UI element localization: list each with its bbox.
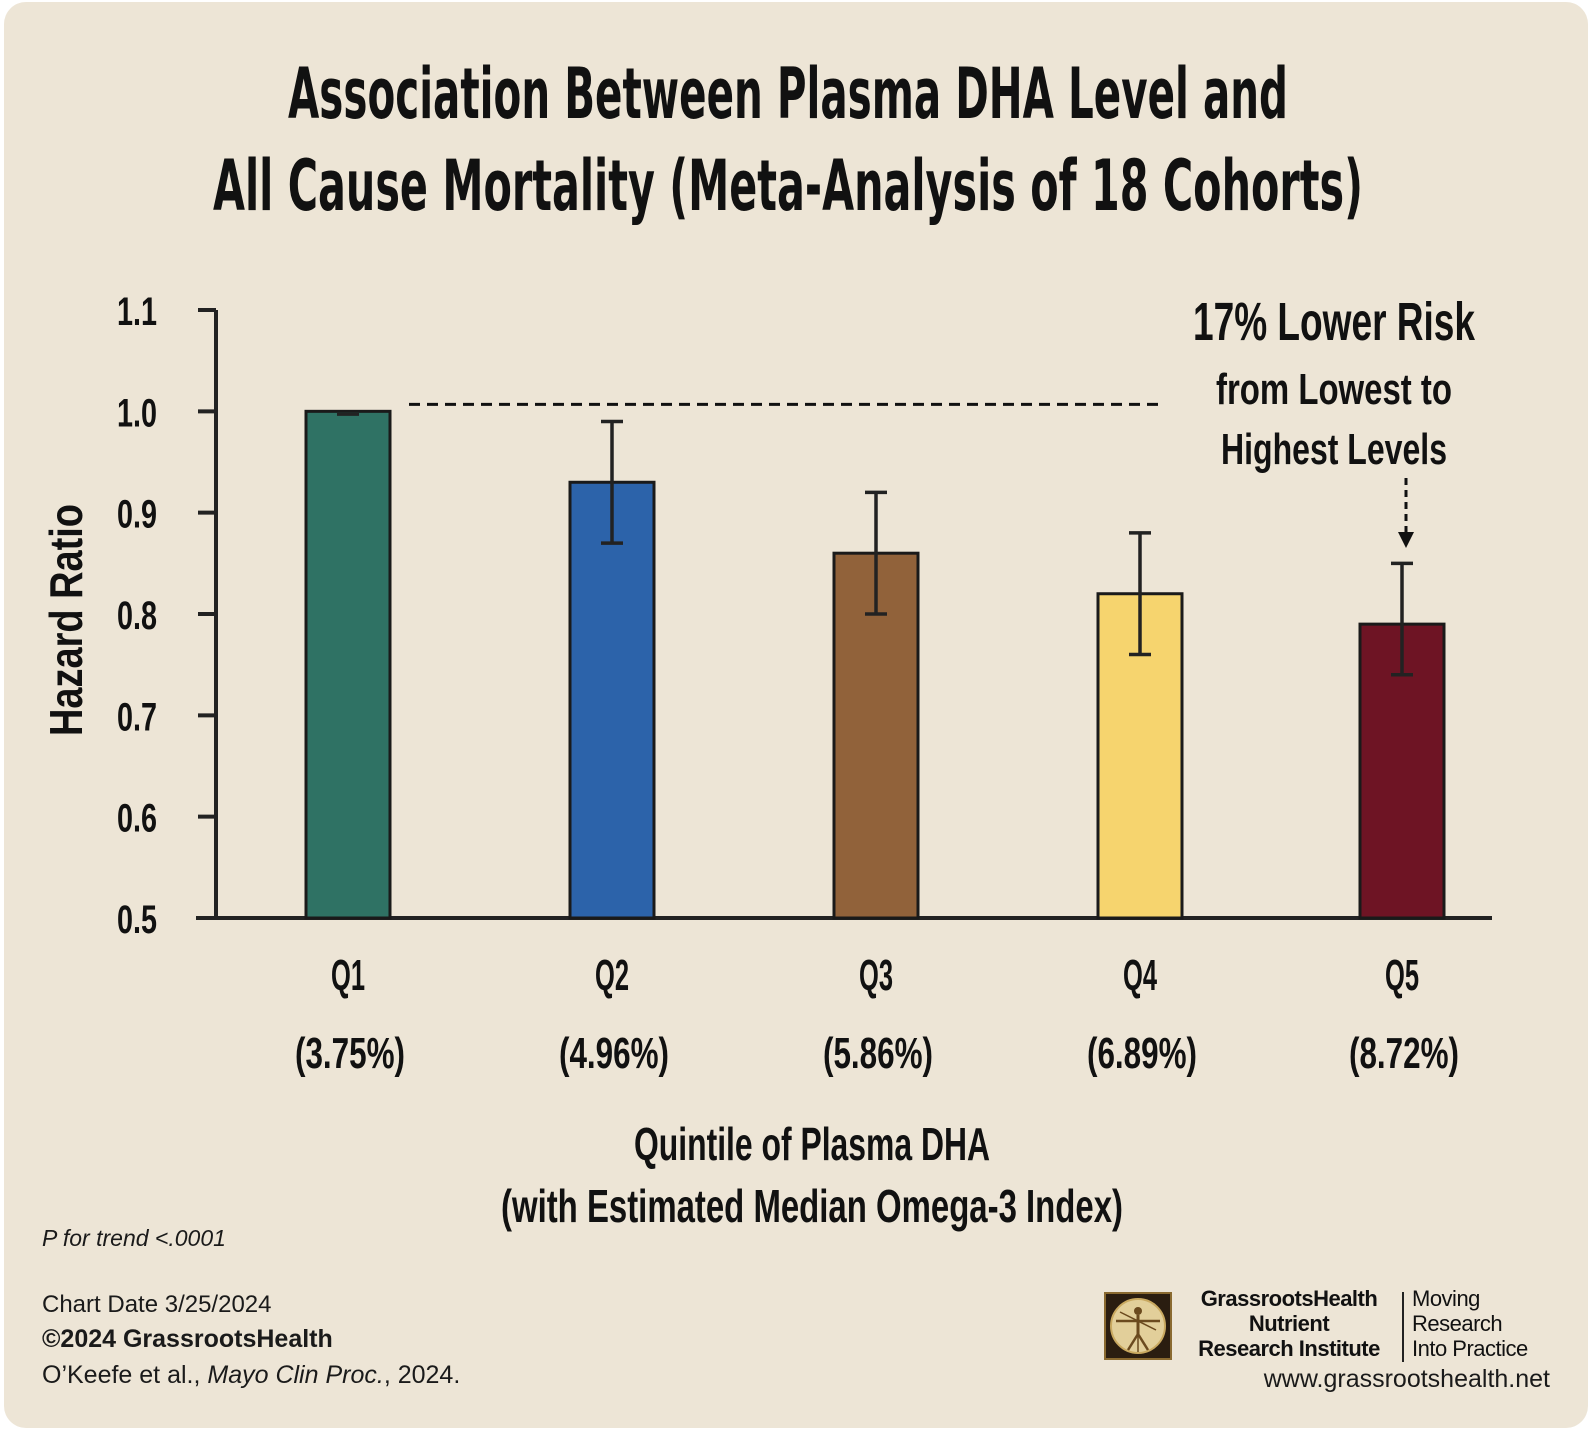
logo-name: GrassrootsHealth Nutrient Research Insti…	[1184, 1286, 1394, 1361]
y-tick-label: 0.5	[117, 898, 157, 942]
citation: O’Keefe et al., Mayo Clin Proc., 2024.	[42, 1361, 460, 1390]
y-tick-label: 0.9	[117, 493, 157, 537]
logo-line-2: Nutrient	[1248, 1311, 1330, 1336]
y-axis-label: Hazard Ratio	[40, 504, 92, 736]
citation-year: , 2024.	[383, 1361, 461, 1389]
logo-tagline: Moving Research Into Practice	[1412, 1286, 1528, 1361]
annotation-headline: 17% Lower Risk	[1193, 292, 1476, 352]
x-axis-label-line-1: Quintile of Plasma DHA	[634, 1118, 990, 1170]
x-tick-label-q4: Q4	[1123, 951, 1157, 1000]
citation-journal: Mayo Clin Proc.	[207, 1361, 384, 1389]
x-tick-sublabel-q2: (4.96%)	[559, 1029, 669, 1078]
citation-authors: O’Keefe et al.,	[42, 1361, 208, 1389]
chart: Association Between Plasma DHA Level and…	[40, 53, 1492, 1232]
bar-q3	[832, 551, 920, 920]
chart-title-line-1: Association Between Plasma DHA Level and	[288, 53, 1288, 135]
logo-line-3: Research Institute	[1198, 1336, 1380, 1361]
copyright: ©2024 GrassrootsHealth	[42, 1325, 333, 1353]
x-tick-sublabel-q4: (6.89%)	[1087, 1029, 1197, 1078]
bar-q1	[304, 409, 392, 920]
tagline-line-2: Research	[1412, 1311, 1503, 1336]
annotation-arrow-head	[1398, 532, 1414, 548]
y-tick-label: 0.6	[117, 797, 157, 841]
annotation-line-1: from Lowest to	[1216, 365, 1452, 414]
y-tick-label: 0.8	[117, 594, 157, 638]
x-axis-label-line-2: (with Estimated Median Omega-3 Index)	[501, 1180, 1123, 1232]
y-tick-label: 0.7	[117, 695, 157, 739]
x-tick-label-q3: Q3	[859, 951, 893, 1000]
y-tick-label: 1.1	[117, 290, 157, 334]
x-tick-label-q5: Q5	[1385, 951, 1419, 1000]
x-tick-sublabel-q5: (8.72%)	[1349, 1029, 1459, 1078]
logo-divider	[1402, 1292, 1404, 1362]
x-tick-label-q1: Q1	[331, 951, 365, 1000]
chart-date: Chart Date 3/25/2024	[42, 1291, 272, 1318]
bar-q2	[568, 480, 656, 920]
annotation-line-2: Highest Levels	[1221, 425, 1447, 474]
tagline-line-3: Into Practice	[1412, 1336, 1528, 1361]
tagline-line-1: Moving	[1412, 1286, 1480, 1311]
vitruvian-logo-icon	[1104, 1292, 1172, 1360]
x-tick-sublabel-q1: (3.75%)	[295, 1029, 405, 1078]
y-tick-label: 1.0	[117, 391, 157, 435]
chart-card: Association Between Plasma DHA Level and…	[4, 2, 1588, 1428]
logo-line-1: GrassrootsHealth	[1200, 1286, 1378, 1311]
p-trend-note: P for trend <.0001	[42, 1225, 226, 1251]
x-tick-sublabel-q3: (5.86%)	[823, 1029, 933, 1078]
chart-title-line-2: All Cause Mortality (Meta-Analysis of 18…	[213, 145, 1363, 227]
website-link[interactable]: www.grassrootshealth.net	[1263, 1365, 1550, 1393]
x-tick-label-q2: Q2	[595, 951, 629, 1000]
